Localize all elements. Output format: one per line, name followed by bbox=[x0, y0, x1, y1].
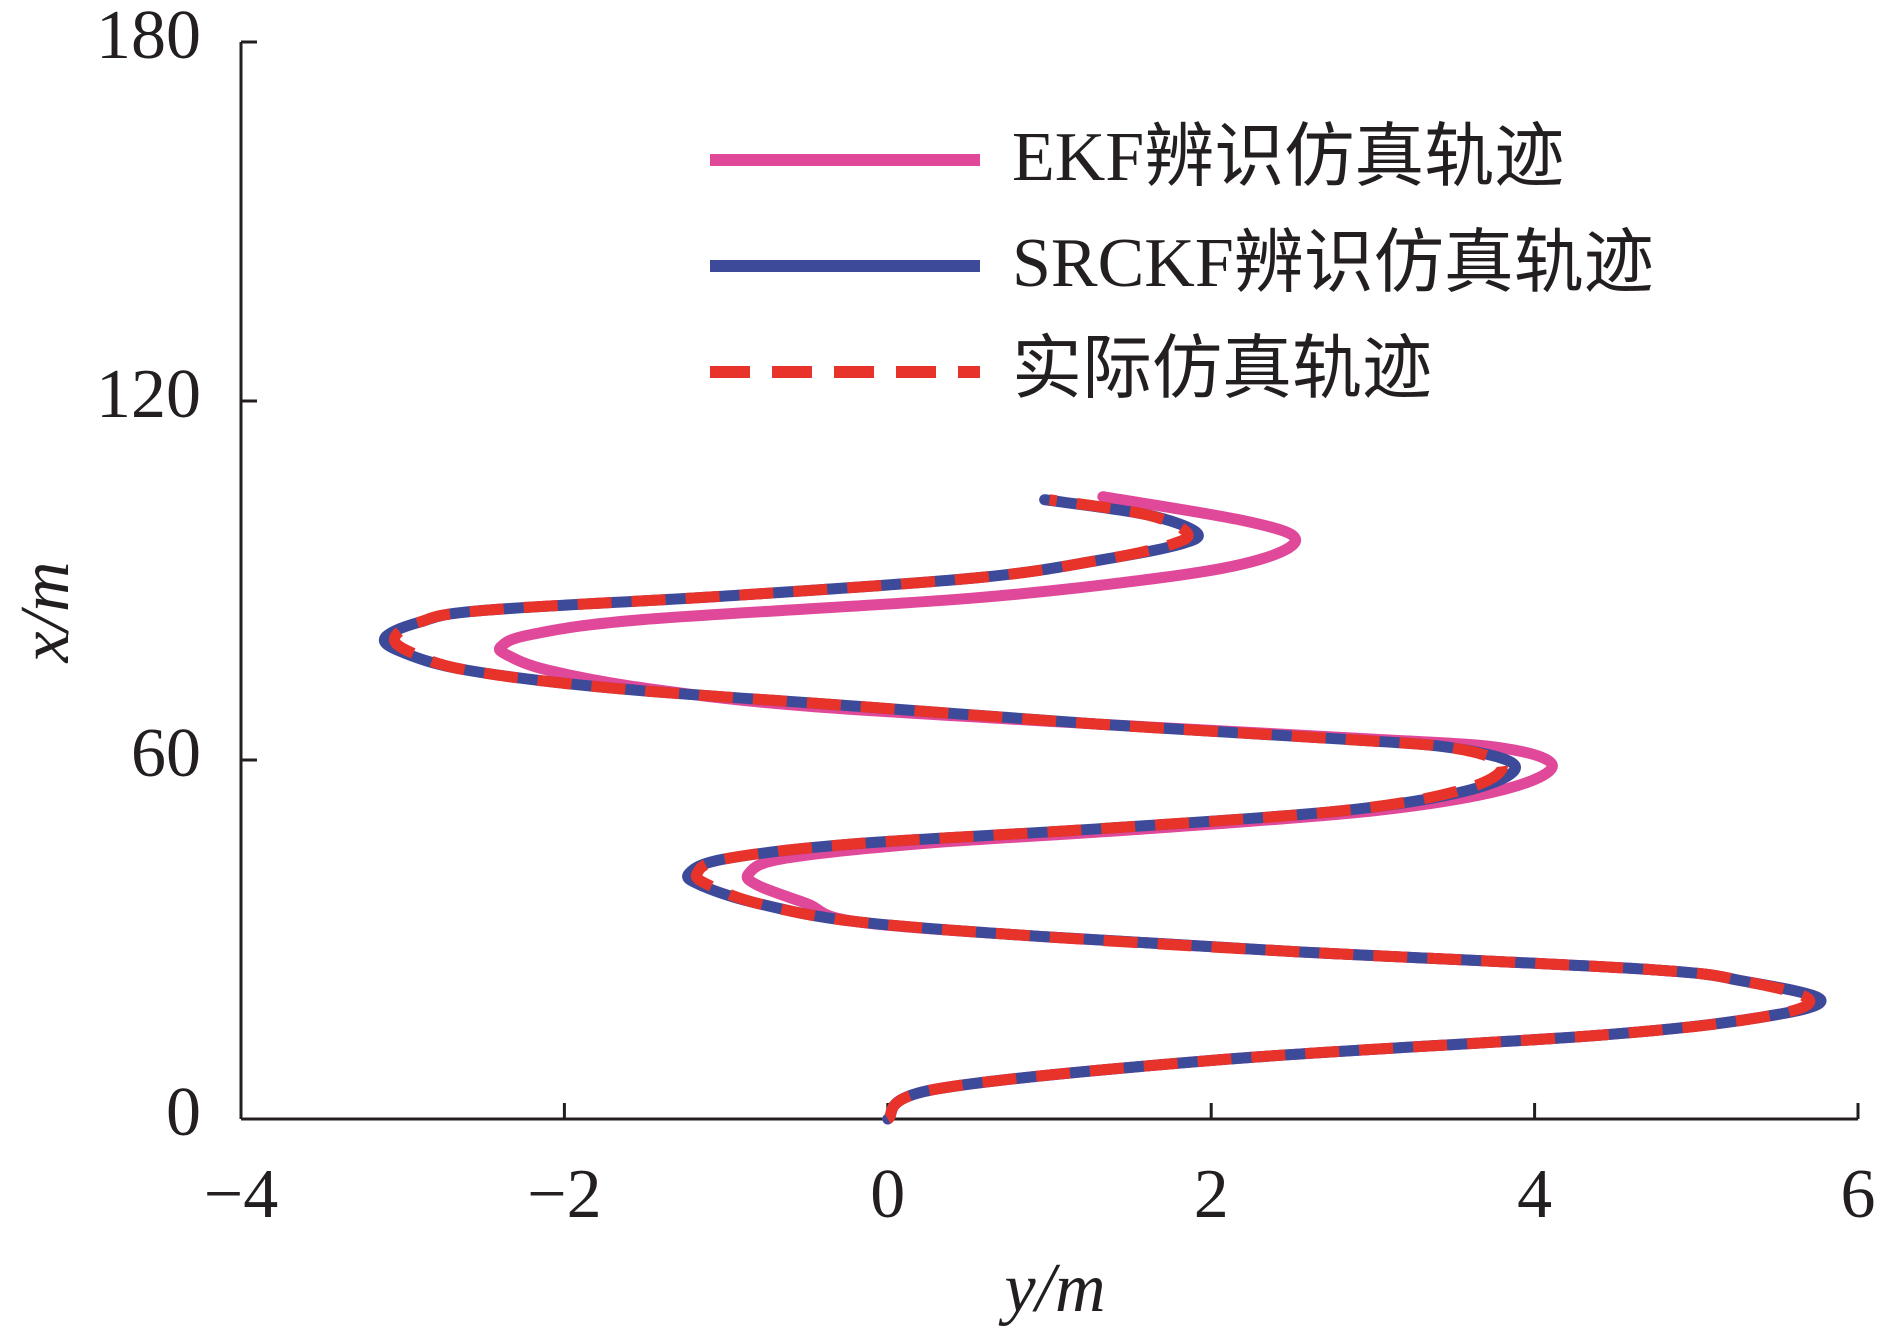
y-tick-label: 120 bbox=[96, 356, 201, 433]
x-tick-label: 2 bbox=[1194, 1156, 1229, 1233]
y-axis-label: x/m bbox=[7, 561, 84, 663]
series-line bbox=[388, 494, 1816, 1124]
series-line bbox=[494, 491, 1827, 1125]
legend-label: SRCKF辨识仿真轨迹 bbox=[1012, 225, 1654, 302]
x-tick-label: −4 bbox=[204, 1156, 278, 1233]
x-tick-label: −2 bbox=[527, 1156, 601, 1233]
x-axis-label: y/m bbox=[998, 1250, 1105, 1327]
x-tick-label: 6 bbox=[1841, 1156, 1876, 1233]
y-tick-label: 0 bbox=[166, 1074, 201, 1151]
series-line bbox=[378, 494, 1827, 1125]
y-tick-label: 60 bbox=[131, 715, 201, 792]
legend-label: 实际仿真轨迹 bbox=[1012, 331, 1432, 408]
legend-label: EKF辨识仿真轨迹 bbox=[1012, 119, 1564, 196]
x-tick-label: 0 bbox=[870, 1156, 905, 1233]
x-tick-label: 4 bbox=[1517, 1156, 1552, 1233]
y-tick-label: 180 bbox=[96, 0, 201, 74]
